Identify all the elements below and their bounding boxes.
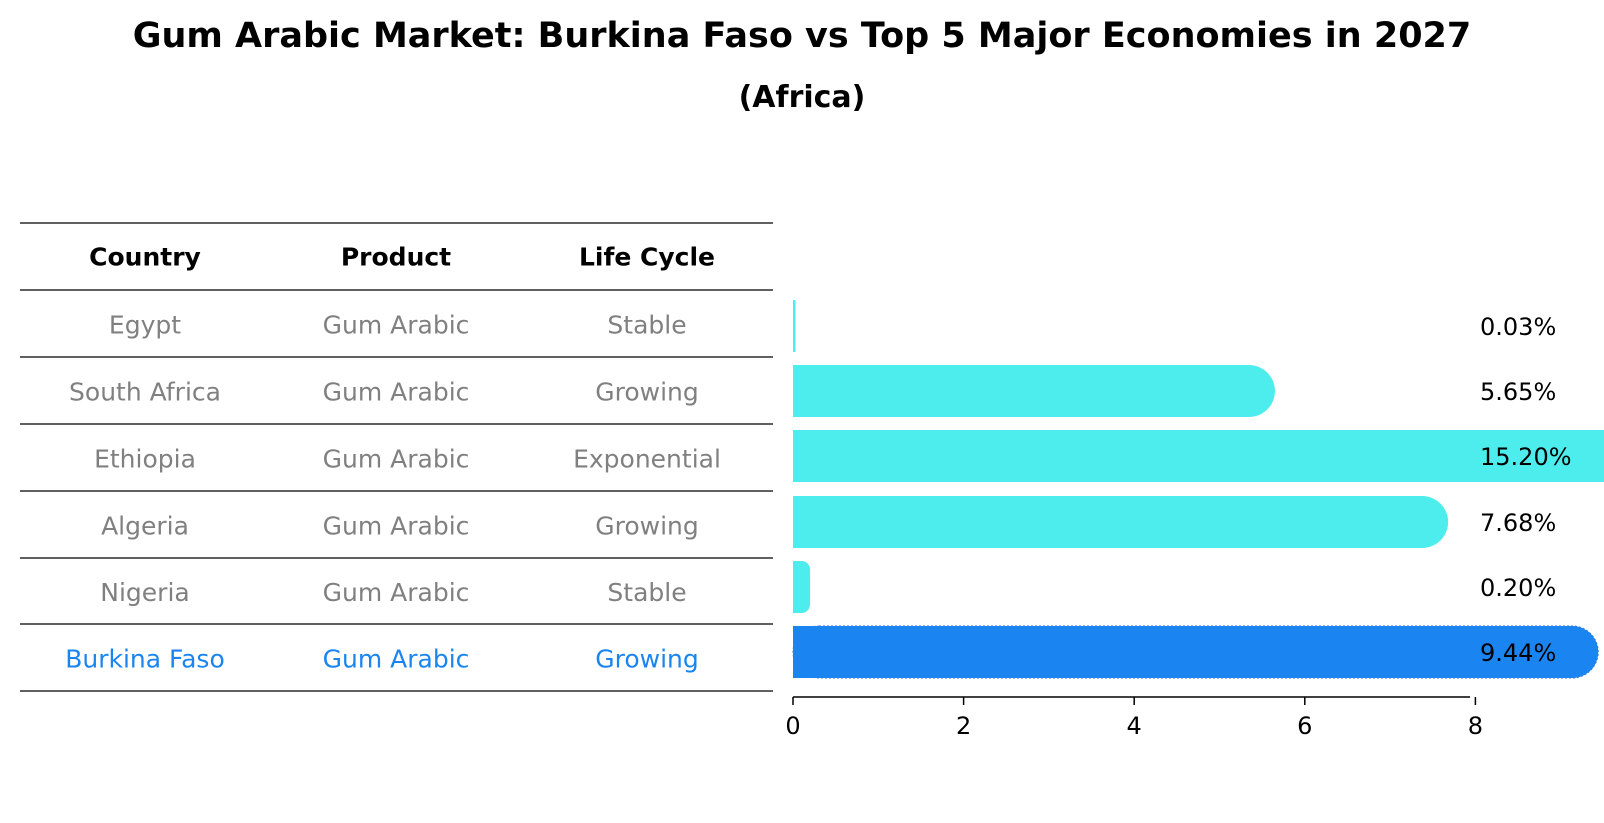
- table-cell-life-cycle: Stable: [607, 311, 686, 340]
- chart-subtitle: (Africa): [738, 80, 866, 115]
- country-header: Country: [89, 243, 201, 272]
- x-tick-label: 2: [956, 712, 971, 740]
- product-header: Product: [341, 243, 451, 272]
- x-tick-label: 6: [1297, 712, 1312, 740]
- table-cell-product: Gum Arabic: [323, 378, 470, 407]
- bar: [793, 430, 1604, 482]
- bar-value-label: 15.20%: [1480, 443, 1572, 471]
- table-cell-life-cycle: Exponential: [573, 445, 721, 474]
- table-cell-country: Ethiopia: [94, 445, 196, 474]
- bar-left-edge: [793, 365, 819, 417]
- bar-left-edge: [793, 561, 802, 613]
- bar-value-label: 0.20%: [1480, 574, 1556, 602]
- table-cell-product: Gum Arabic: [323, 445, 470, 474]
- table-cell-country: Egypt: [109, 311, 181, 340]
- bar: [792, 625, 1599, 679]
- table-cell-life-cycle: Stable: [607, 578, 686, 607]
- table-cell-life-cycle: Growing: [595, 512, 699, 541]
- table-cell-country: Algeria: [101, 512, 189, 541]
- bar-left-edge: [793, 496, 819, 548]
- table-cell-product: Gum Arabic: [323, 578, 470, 607]
- bar-left-edge: [793, 626, 819, 678]
- chart-title: Gum Arabic Market: Burkina Faso vs Top 5…: [132, 16, 1472, 56]
- table-cell-product: Gum Arabic: [323, 512, 470, 541]
- bar-value-label: 0.03%: [1480, 313, 1556, 341]
- table-cell-life-cycle: Growing: [595, 645, 699, 674]
- bar-value-label: 5.65%: [1480, 378, 1556, 406]
- table-cell-life-cycle: Growing: [595, 378, 699, 407]
- x-tick-label: 0: [785, 712, 800, 740]
- x-tick-label: 4: [1127, 712, 1142, 740]
- life-cycle-header: Life Cycle: [579, 243, 715, 272]
- table-cell-product: Gum Arabic: [323, 311, 470, 340]
- table-cell-country: Nigeria: [100, 578, 189, 607]
- table-cell-country: South Africa: [69, 378, 221, 407]
- bar-value-label: 9.44%: [1480, 639, 1556, 667]
- bar-left-edge: [793, 300, 795, 352]
- bar-value-label: 7.68%: [1480, 509, 1556, 537]
- x-tick-label: 8: [1468, 712, 1483, 740]
- bar-left-edge: [793, 430, 819, 482]
- bar: [793, 496, 1449, 548]
- table-cell-product: Gum Arabic: [323, 645, 470, 674]
- table-cell-country: Burkina Faso: [65, 645, 225, 674]
- bar: [793, 365, 1275, 417]
